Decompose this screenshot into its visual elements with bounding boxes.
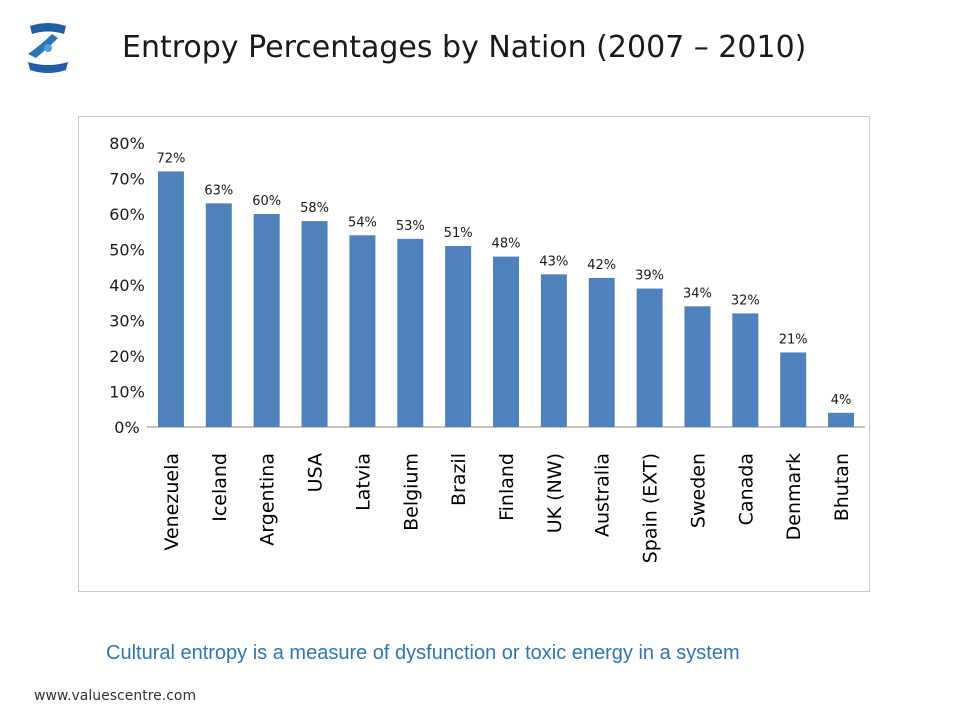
x-tick-label: Finland bbox=[496, 453, 518, 521]
x-tick-label: Latvia bbox=[352, 453, 374, 511]
data-label: 32% bbox=[731, 293, 760, 308]
data-label: 4% bbox=[831, 393, 852, 408]
bar bbox=[397, 238, 424, 427]
footer-url: www.valuescentre.com bbox=[34, 688, 197, 704]
data-label: 42% bbox=[587, 258, 616, 273]
y-tick-label: 0% bbox=[114, 418, 139, 437]
data-label: 34% bbox=[683, 286, 712, 301]
x-tick-label: Brazil bbox=[448, 453, 470, 506]
bar bbox=[684, 306, 711, 427]
x-tick-label: Bhutan bbox=[831, 453, 853, 521]
y-tick-label: 60% bbox=[109, 205, 145, 224]
data-label: 54% bbox=[348, 215, 377, 230]
data-label: 53% bbox=[396, 219, 425, 234]
x-tick-label: Sweden bbox=[687, 453, 709, 528]
y-tick-label: 30% bbox=[109, 312, 145, 331]
data-label: 58% bbox=[300, 201, 329, 216]
y-tick-label: 20% bbox=[109, 347, 145, 366]
bar bbox=[253, 214, 280, 427]
bar-chart: 0% 10% 20% 30% 40% 50% 60% 70% 80% 72% Venezuela 63… bbox=[109, 134, 865, 563]
x-tick-label: USA bbox=[305, 453, 327, 492]
x-tick-label: Canada bbox=[735, 453, 757, 525]
data-label: 39% bbox=[635, 269, 664, 284]
x-tick-label: Venezuela bbox=[161, 453, 183, 551]
y-tick-label: 10% bbox=[109, 383, 145, 402]
bar bbox=[205, 203, 232, 427]
valuescentre-logo-icon bbox=[28, 23, 68, 73]
caption: Cultural entropy is a measure of dysfunc… bbox=[106, 642, 740, 664]
y-tick-label: 80% bbox=[109, 134, 145, 153]
bar bbox=[301, 221, 328, 427]
bar bbox=[157, 171, 184, 427]
bar bbox=[588, 277, 615, 427]
bar bbox=[636, 288, 663, 427]
data-label: 21% bbox=[779, 332, 808, 347]
bar bbox=[493, 256, 519, 427]
x-tick-label: Argentina bbox=[257, 453, 279, 546]
data-label: 72% bbox=[156, 151, 185, 166]
bar bbox=[349, 235, 376, 427]
chart-frame: 0% 10% 20% 30% 40% 50% 60% 70% 80% 72% Venezuela 63… bbox=[78, 116, 870, 592]
bar bbox=[540, 274, 567, 427]
data-label: 48% bbox=[492, 237, 521, 252]
y-tick-label: 70% bbox=[109, 170, 145, 189]
bar bbox=[445, 245, 472, 427]
y-tick-label: 50% bbox=[109, 241, 145, 260]
bar bbox=[732, 313, 759, 427]
x-tick-label: Denmark bbox=[783, 453, 805, 540]
x-tick-label: Iceland bbox=[209, 453, 231, 522]
bar bbox=[828, 412, 855, 427]
data-label: 63% bbox=[204, 183, 233, 198]
x-tick-label: Spain (EXT) bbox=[640, 453, 662, 563]
page-title: Entropy Percentages by Nation (2007 – 20… bbox=[122, 30, 807, 65]
bar bbox=[780, 352, 807, 427]
data-label: 51% bbox=[444, 226, 473, 241]
data-label: 60% bbox=[252, 194, 281, 209]
y-tick-label: 40% bbox=[109, 276, 145, 295]
x-tick-label: Belgium bbox=[400, 453, 422, 531]
x-tick-label: UK (NW) bbox=[544, 453, 566, 533]
x-tick-label: Australia bbox=[592, 453, 614, 537]
data-label: 43% bbox=[539, 254, 568, 269]
